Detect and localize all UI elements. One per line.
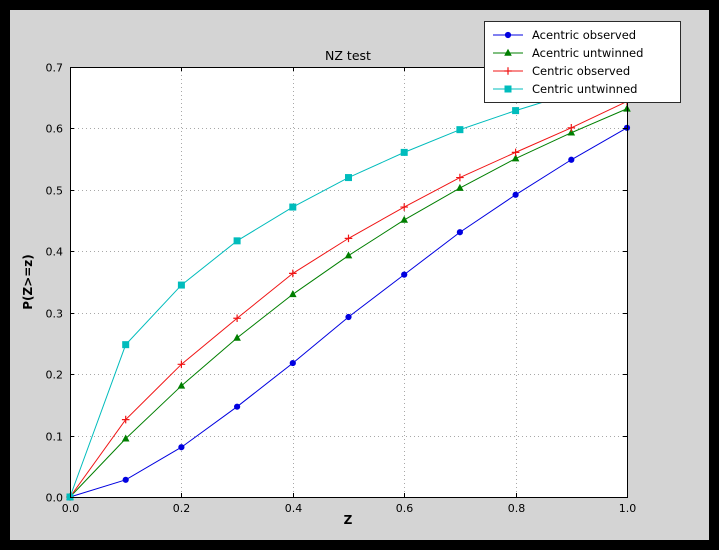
y-tick-label: 0.1 xyxy=(46,431,64,444)
y-tick-label: 0.0 xyxy=(46,492,64,505)
legend-sample-line-square xyxy=(493,85,523,93)
plot-background xyxy=(70,67,627,497)
axis-ticks: 0.0 0.2 0.4 0.6 0.8 1.0 0.0 0.1 0.2 0.3 0.4 0.5 0.6 0… xyxy=(46,62,637,516)
y-axis-label: P(Z>=z) xyxy=(21,254,35,310)
legend-label: Centric untwinned xyxy=(532,82,638,96)
x-tick-label: 0.0 xyxy=(62,502,80,515)
x-tick-label: 0.8 xyxy=(508,502,526,515)
x-tick-label: 0.4 xyxy=(285,502,303,515)
axes-frame xyxy=(70,67,628,498)
y-tick-label: 0.5 xyxy=(46,185,64,198)
y-tick-label: 0.7 xyxy=(46,62,64,75)
legend-label: Acentric untwinned xyxy=(532,46,644,60)
plot-area: 0.0 0.2 0.4 0.6 0.8 1.0 0.0 0.1 0.2 0.3 0.4 0.5 0.6 0… xyxy=(21,48,637,527)
legend-sample-line-plus xyxy=(493,67,523,75)
legend: Acentric observed Acentric untwinned Cen… xyxy=(484,21,681,103)
plot-generated-layers: 0.0 0.2 0.4 0.6 0.8 1.0 0.0 0.1 0.2 0.3 0.4 0.5 0.6 0… xyxy=(46,62,637,516)
series-acentric-observed xyxy=(66,124,631,501)
x-tick-label: 0.6 xyxy=(396,502,414,515)
chart-title: NZ test xyxy=(325,48,371,63)
legend-sample-line-circle xyxy=(493,31,523,39)
legend-item: Centric observed xyxy=(491,62,674,80)
legend-item: Acentric observed xyxy=(491,26,674,44)
legend-sample-line-triangle xyxy=(493,48,523,56)
legend-item: Acentric untwinned xyxy=(491,44,674,62)
y-tick-label: 0.6 xyxy=(46,123,64,136)
legend-label: Centric observed xyxy=(532,64,631,78)
y-tick-label: 0.4 xyxy=(46,246,64,259)
y-tick-label: 0.2 xyxy=(46,369,64,382)
x-tick-label: 0.2 xyxy=(173,502,191,515)
legend-item: Centric untwinned xyxy=(491,80,674,98)
y-tick-label: 0.3 xyxy=(46,308,64,321)
x-axis-label: Z xyxy=(344,513,353,527)
figure-canvas: 0.0 0.2 0.4 0.6 0.8 1.0 0.0 0.1 0.2 0.3 0.4 0.5 0.6 0… xyxy=(10,10,709,540)
x-tick-label: 1.0 xyxy=(619,502,637,515)
legend-label: Acentric observed xyxy=(532,28,637,42)
